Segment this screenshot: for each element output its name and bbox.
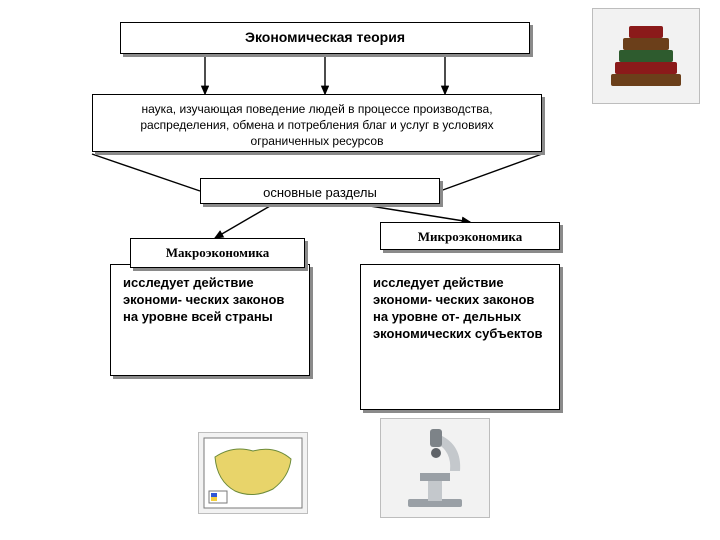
microscope-icon — [390, 423, 480, 513]
microscope-image — [380, 418, 490, 518]
micro-header-box: Микроэкономика — [380, 222, 560, 250]
books-icon — [601, 16, 691, 96]
macro-body-text: исследует действие экономи- ческих закон… — [123, 275, 284, 324]
section-text: основные разделы — [263, 185, 377, 200]
micro-body-text: исследует действие экономи- ческих закон… — [373, 275, 543, 341]
micro-header-text: Микроэкономика — [418, 229, 522, 244]
macro-body-box: исследует действие экономи- ческих закон… — [110, 264, 310, 376]
definition-box: наука, изучающая поведение людей в проце… — [92, 94, 542, 152]
title-box: Экономическая теория — [120, 22, 530, 54]
books-image — [592, 8, 700, 104]
title-text: Экономическая теория — [245, 29, 405, 45]
map-icon — [203, 437, 303, 509]
definition-text: наука, изучающая поведение людей в проце… — [140, 102, 493, 148]
micro-body-box: исследует действие экономи- ческих закон… — [360, 264, 560, 410]
macro-header-box: Макроэкономика — [130, 238, 305, 268]
macro-header-text: Макроэкономика — [166, 245, 269, 260]
map-image — [198, 432, 308, 514]
section-box: основные разделы — [200, 178, 440, 204]
